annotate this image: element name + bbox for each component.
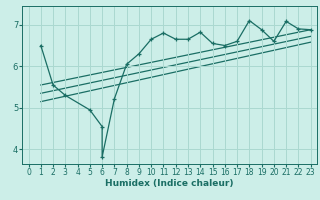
X-axis label: Humidex (Indice chaleur): Humidex (Indice chaleur)	[105, 179, 234, 188]
